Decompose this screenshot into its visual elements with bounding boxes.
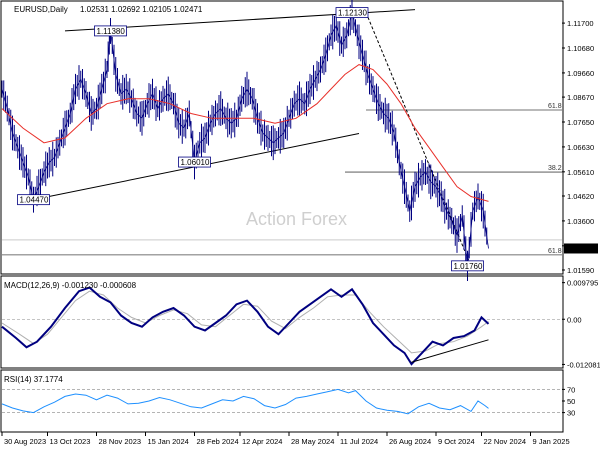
- x-tick-label: 9 Oct 2024: [438, 437, 475, 446]
- y-tick-label: 1.08670: [567, 93, 594, 102]
- macd-y-axis: 0.009795 0.00 -0.012081: [562, 279, 600, 369]
- rsi-panel: RSI(14) 37.1774 70 50 30: [0, 369, 575, 433]
- price-level-label: 1.12130: [338, 9, 367, 18]
- price-series: [1, 12, 489, 266]
- x-tick-label: 22 Nov 2024: [484, 437, 527, 446]
- rsi-title: RSI(14) 37.1774: [4, 375, 63, 384]
- x-tick-label: 15 Jan 2024: [148, 437, 189, 446]
- moving-average-series: [1, 64, 489, 202]
- price-level-box: [335, 7, 369, 18]
- y-tick-label: 70: [567, 385, 575, 394]
- price-level-label: 1.01760: [454, 262, 483, 271]
- rsi-plot-area: [1, 388, 562, 415]
- x-tick-label: 13 Oct 2023: [50, 437, 91, 446]
- x-tick-label: 12 Apr 2024: [242, 437, 282, 446]
- macd-trendline: [411, 339, 489, 363]
- x-tick-label: 28 Feb 2024: [197, 437, 239, 446]
- y-tick-label: 1.07650: [567, 118, 594, 127]
- last-price-label: 1.02471: [566, 244, 593, 253]
- y-tick-label: 1.06630: [567, 143, 594, 152]
- macd-title: MACD(12,26,9) -0.001230 -0.000608: [4, 281, 137, 290]
- price-title: EURUSD,Daily: [14, 5, 68, 14]
- watermark: Action Forex: [246, 209, 347, 229]
- rsi-y-axis: 70 50 30: [562, 385, 575, 418]
- y-tick-label: 50: [567, 397, 575, 406]
- price-ohlc-readout: 1.02531 1.02692 1.02105 1.02471: [80, 5, 203, 14]
- y-tick-label: 1.05610: [567, 168, 594, 177]
- macd-series: [1, 286, 490, 366]
- price-level-box: [178, 156, 211, 168]
- x-tick-label: 11 Jul 2024: [340, 437, 378, 446]
- price-panel-frame: [0, 0, 564, 275]
- macd-panel: MACD(12,26,9) -0.001230 -0.000608 0.0097…: [0, 275, 600, 369]
- y-tick-label: 1.04620: [567, 192, 594, 201]
- y-tick-label: 0.009795: [567, 279, 598, 288]
- rsi-series: [1, 388, 489, 415]
- price-level-label: 1.06010: [181, 158, 210, 167]
- y-tick-label: 1.09660: [567, 69, 594, 78]
- price-level-label: 1.04470: [20, 196, 49, 205]
- x-tick-label: 30 Aug 2023: [4, 437, 46, 446]
- last-price-marker: [564, 243, 598, 254]
- macd-panel-frame: [0, 275, 564, 369]
- price-level-label: 1.11380: [97, 27, 126, 36]
- price-level-box: [17, 194, 50, 206]
- price-level-box: [451, 260, 484, 272]
- macd-plot-area: [1, 286, 562, 366]
- fib-level-label: 61.8: [548, 103, 562, 110]
- y-tick-label: 1.01590: [567, 266, 594, 275]
- fib-level-label: 61.8: [548, 248, 562, 255]
- fib-level-label: 38.2: [548, 165, 562, 172]
- x-tick-label: 26 Aug 2024: [389, 437, 431, 446]
- x-tick-label: 9 Jan 2025: [533, 437, 570, 446]
- y-tick-label: 1.11700: [567, 19, 594, 28]
- y-tick-label: 0.00: [567, 315, 582, 324]
- x-tick-label: 28 May 2024: [291, 437, 334, 446]
- dashed-trendline: [365, 12, 472, 267]
- x-axis: 30 Aug 2023 13 Oct 2023 28 Nov 2023 15 Jan …: [1, 432, 570, 446]
- x-tick-label: 28 Nov 2023: [99, 437, 142, 446]
- price-y-axis: 1.11700 1.10680 1.09660 1.08670 1.07650 1.066…: [562, 19, 598, 275]
- y-tick-label: 1.03600: [567, 217, 594, 226]
- y-tick-label: 1.10680: [567, 44, 594, 53]
- price-level-box: [94, 25, 127, 37]
- y-tick-label: -0.012081: [567, 360, 600, 369]
- y-tick-label: 30: [567, 409, 575, 418]
